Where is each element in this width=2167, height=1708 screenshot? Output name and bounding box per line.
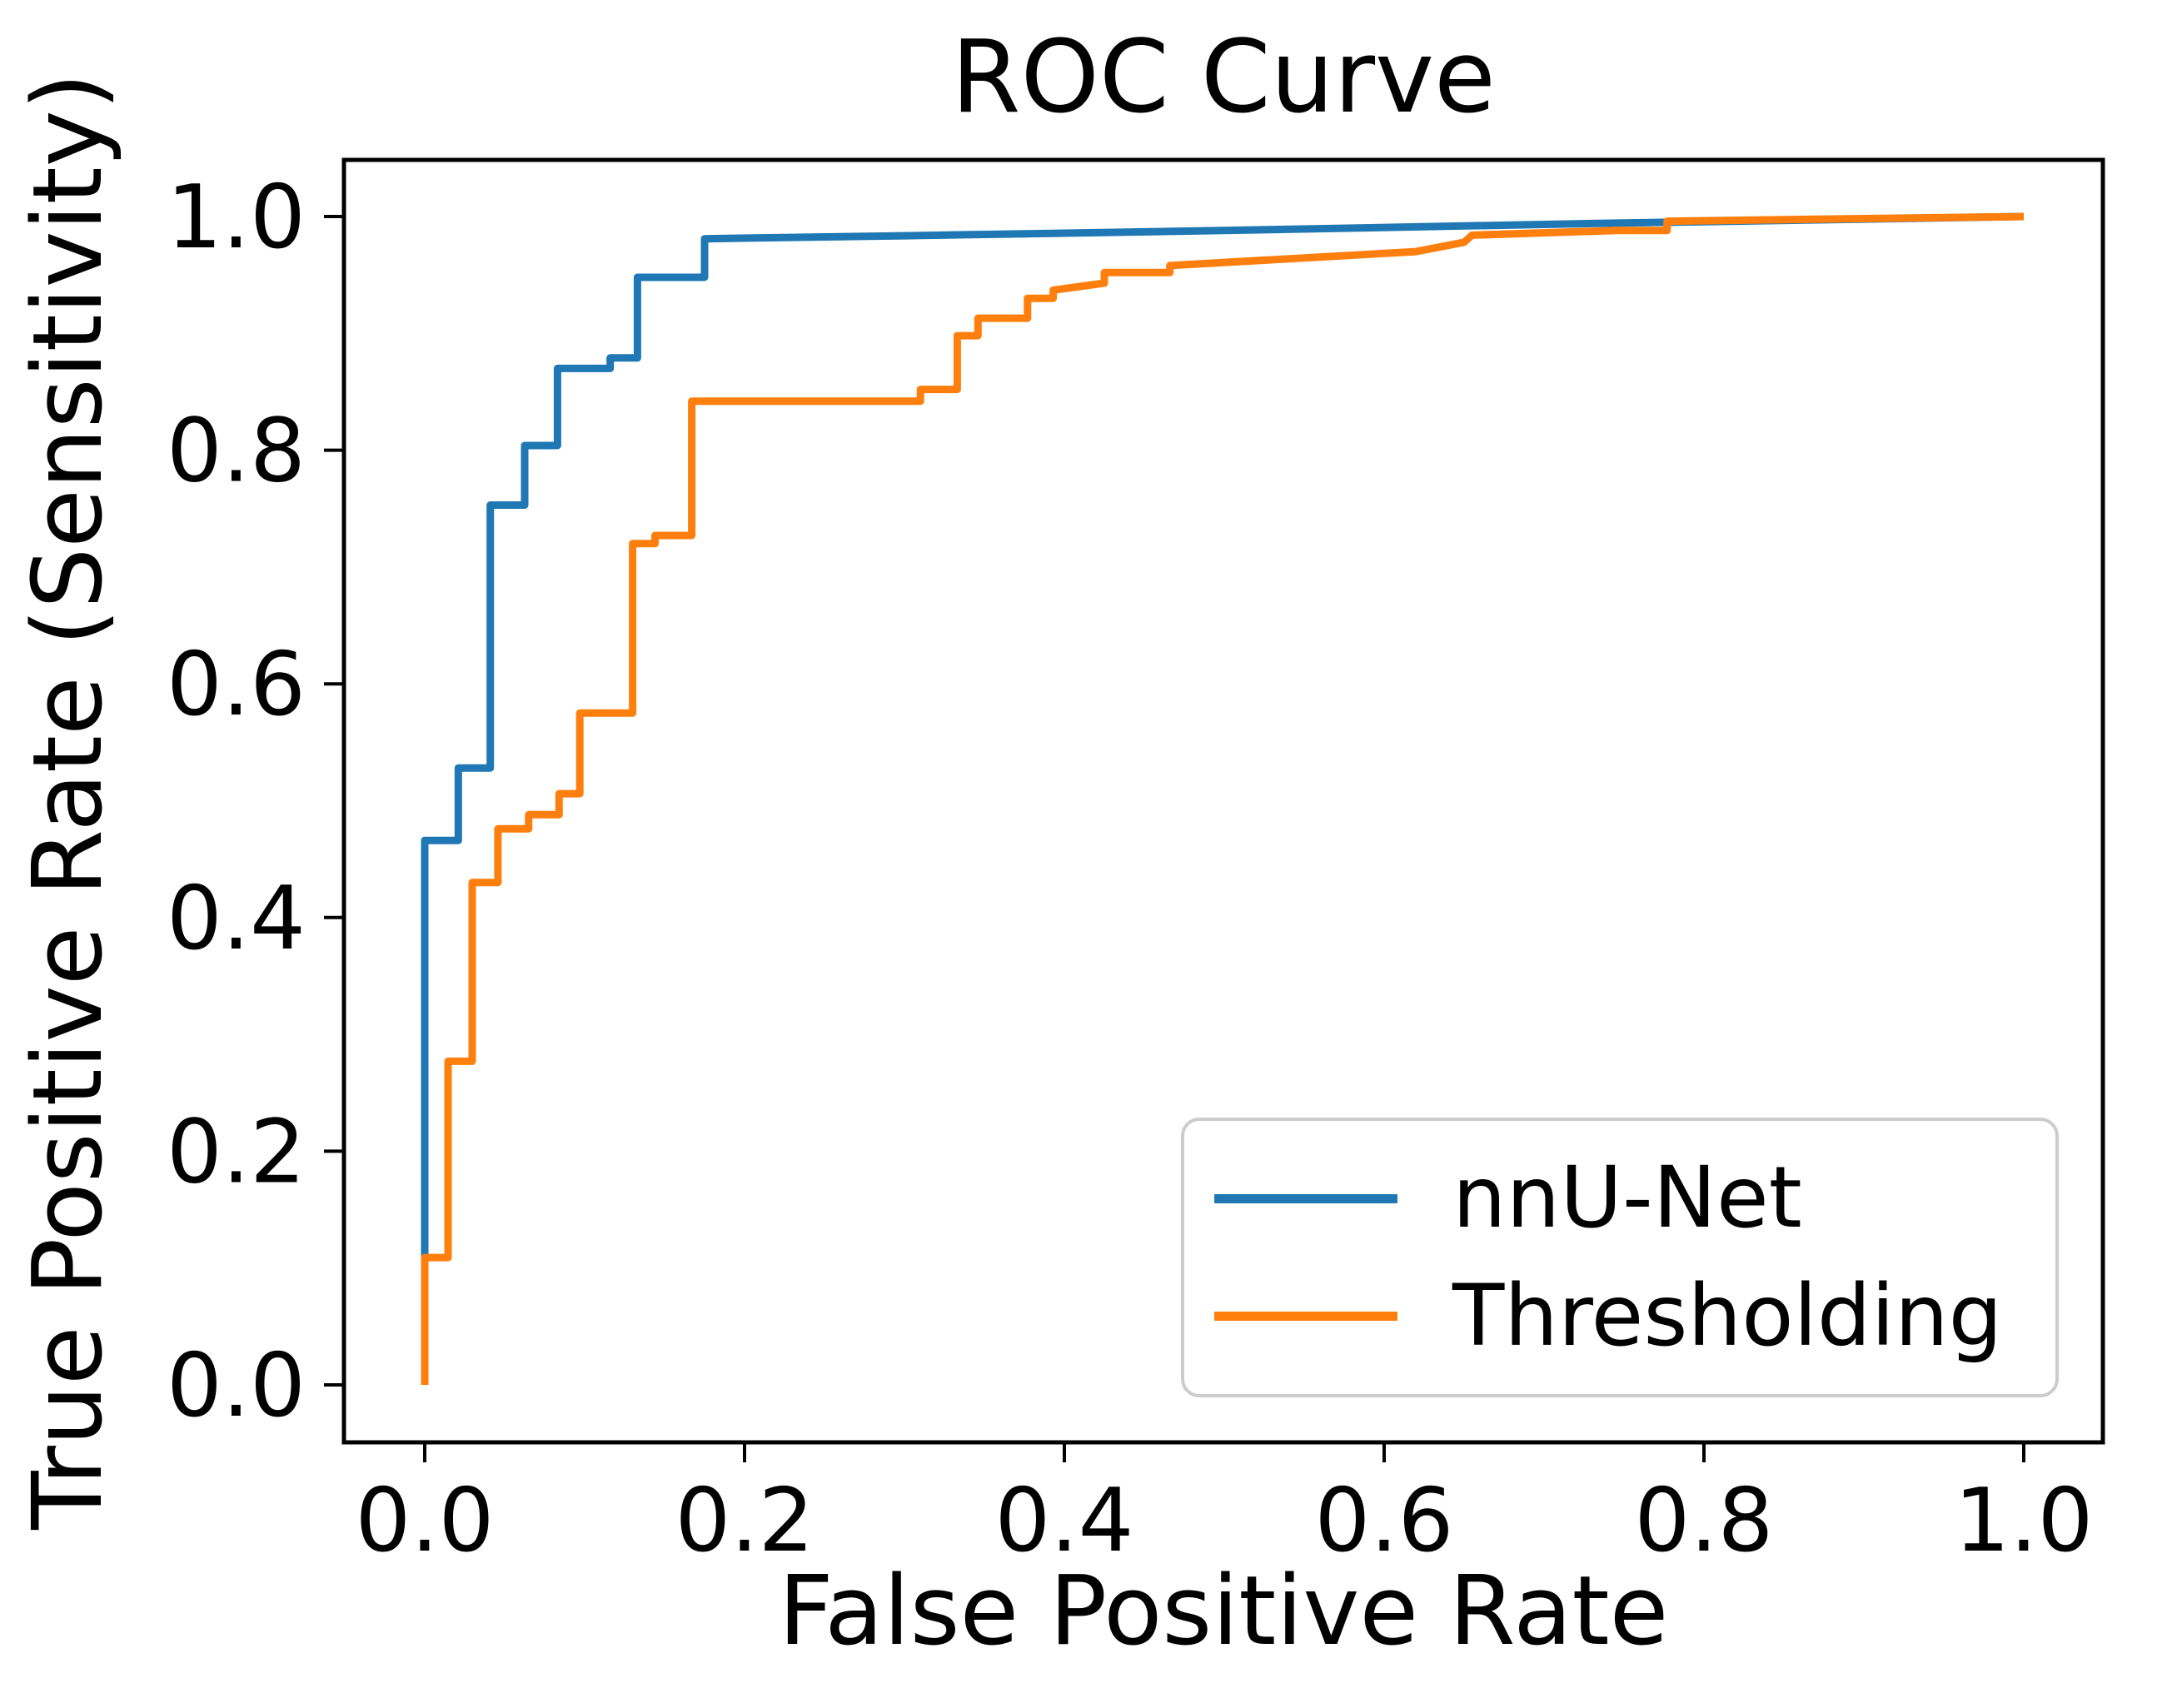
y-axis-label: True Positive Rate (Sensitivity) <box>12 72 124 1530</box>
x-tick-label: 0.0 <box>356 1470 495 1571</box>
thresholding-curve <box>421 212 2025 1385</box>
chart-title: ROC Curve <box>951 20 1496 136</box>
y-tick-label: 0.8 <box>167 401 306 502</box>
x-tick-label: 0.2 <box>675 1470 814 1571</box>
thresholding-line-swatch <box>1214 1312 1397 1322</box>
axes-spines <box>341 157 2105 1445</box>
legend: nnU-Net Thresholding <box>1181 1118 2059 1397</box>
x-axis-label: False Positive Rate <box>778 1556 1669 1667</box>
x-tick-label: 0.8 <box>1635 1470 1774 1571</box>
legend-entry-nnu-net: nnU-Net <box>1214 1149 2039 1247</box>
nnu-net-line-swatch <box>1214 1193 1397 1203</box>
legend-entry-thresholding: Thresholding <box>1214 1267 2039 1367</box>
legend-label-nnu-net: nnU-Net <box>1452 1148 1802 1248</box>
y-tick-label: 1.0 <box>167 167 306 268</box>
x-tick-label: 0.4 <box>995 1470 1134 1571</box>
legend-label-thresholding: Thresholding <box>1452 1267 2003 1367</box>
y-tick-label: 0.0 <box>167 1335 306 1437</box>
nnu-net-curve <box>421 212 2025 1385</box>
x-tick-label: 1.0 <box>1955 1470 2094 1571</box>
y-tick-label: 0.4 <box>167 868 306 969</box>
x-tick-label: 0.6 <box>1315 1470 1454 1571</box>
y-tick-label: 0.6 <box>167 634 306 735</box>
y-tick-label: 0.2 <box>167 1101 306 1203</box>
